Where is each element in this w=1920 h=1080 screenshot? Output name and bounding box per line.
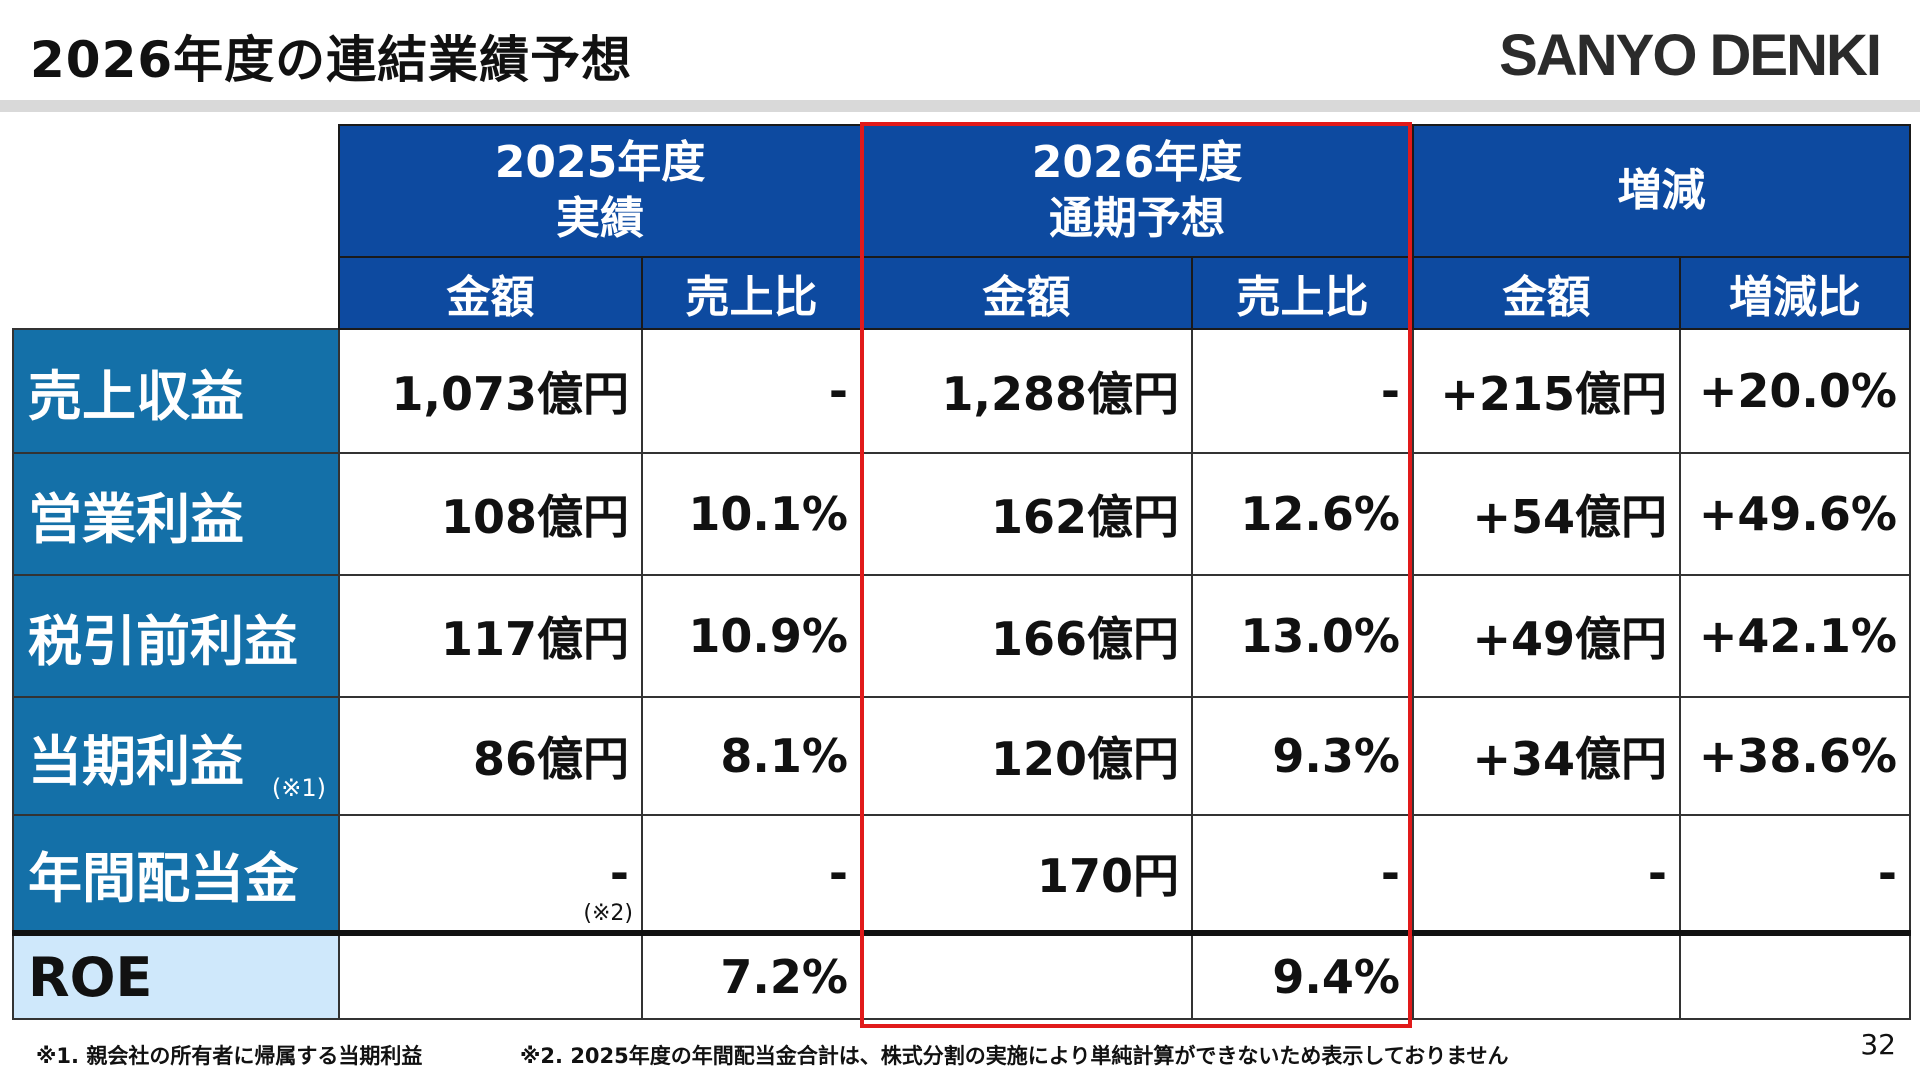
group-header-change: 増減 [1412,124,1911,258]
table-cell: 86億円 [338,696,643,816]
row-label: 営業利益 [12,452,340,576]
table-cell: +54億円 [1412,452,1681,576]
table-cell: 10.9% [641,574,862,698]
table-cell: 7.2% [641,930,862,1020]
table-cell [1679,930,1911,1020]
table-cell: 13.0% [1191,574,1414,698]
table-cell: 108億円 [338,452,643,576]
table-cell: 162億円 [860,452,1193,576]
table-row: 売上収益 1,073億円 - 1,288億円 - +215億円 +20.0% [12,328,1911,454]
table-row: 税引前利益 117億円 10.9% 166億円 13.0% +49億円 +42.… [12,574,1911,698]
table-cell [860,930,1193,1020]
table-cell-value: - [609,846,629,900]
row-label: 年間配当金 [12,814,340,934]
row-label-text: 当期利益 [28,729,244,793]
table-cell: 8.1% [641,696,862,816]
forecast-table-container: 2025年度 実績 2026年度 通期予想 増減 金額 売上比 金額 売上比 金… [12,124,1911,1020]
row-label-text: 税引前利益 [28,609,298,673]
table-corner [13,257,339,329]
page-number: 32 [1860,1028,1896,1061]
table-cell: +215億円 [1412,328,1681,454]
subheader-amount: 金額 [1412,256,1681,330]
table-cell: +34億円 [1412,696,1681,816]
table-row-roe: ROE 7.2% 9.4% [12,930,1911,1020]
cell-footnote-marker: (※2) [583,901,633,926]
table-cell: 120億円 [860,696,1193,816]
subheader-sales-ratio: 売上比 [641,256,862,330]
table-cell: 170円 [860,814,1193,934]
table-cell: 1,073億円 [338,328,643,454]
table-cell: +49.6% [1679,452,1911,576]
table-cell: - [1191,328,1414,454]
table-cell: - [1191,814,1414,934]
table-cell: 12.6% [1191,452,1414,576]
row-label-text: 営業利益 [28,487,244,551]
group-header-2026-forecast: 2026年度 通期予想 [860,124,1414,258]
table-cell: 9.4% [1191,930,1414,1020]
row-label-text: ROE [28,945,153,1009]
table-cell: +38.6% [1679,696,1911,816]
table-cell: +20.0% [1679,328,1911,454]
row-label: 当期利益 (※1) [12,696,340,816]
table-row: 当期利益 (※1) 86億円 8.1% 120億円 9.3% +34億円 +38… [12,696,1911,816]
footnote-1: ※1. 親会社の所有者に帰属する当期利益 [36,1044,423,1068]
table-cell: +42.1% [1679,574,1911,698]
subheader-change-ratio: 増減比 [1679,256,1911,330]
table-cell: 9.3% [1191,696,1414,816]
table-row: 営業利益 108億円 10.1% 162億円 12.6% +54億円 +49.6… [12,452,1911,576]
footnote-2: ※2. 2025年度の年間配当金合計は、株式分割の実施により単純計算ができないた… [520,1044,1509,1068]
company-logo: SANYO DENKI [1499,23,1882,88]
page-title: 2026年度の連結業績予想 [30,31,633,89]
row-label: ROE [12,930,340,1020]
title-divider [0,100,1920,112]
group-header-2025-actual: 2025年度 実績 [338,124,862,258]
table-cell: 166億円 [860,574,1193,698]
table-cell: - (※2) [338,814,643,934]
table-corner [13,125,339,257]
subheader-sales-ratio: 売上比 [1191,256,1414,330]
table-cell: - [641,814,862,934]
group-header-line1: 2026年度 [1031,137,1243,188]
group-header-line1: 増減 [1617,165,1706,216]
table-cell [338,930,643,1020]
table-cell: 117億円 [338,574,643,698]
table-cell [1412,930,1681,1020]
group-header-line2: 実績 [556,193,644,244]
table-row: 年間配当金 - (※2) - 170円 - - - [12,814,1911,934]
table-cell: 1,288億円 [860,328,1193,454]
row-label-text: 売上収益 [28,364,244,428]
table-cell: 10.1% [641,452,862,576]
subheader-amount: 金額 [338,256,643,330]
row-label: 税引前利益 [12,574,340,698]
subheader-amount: 金額 [860,256,1193,330]
row-label-text: 年間配当金 [28,846,298,910]
group-header-line2: 通期予想 [1049,193,1225,244]
group-header-line1: 2025年度 [494,137,706,188]
row-label-footnote-marker: (※1) [271,774,326,802]
row-label: 売上収益 [12,328,340,454]
table-cell: - [1412,814,1681,934]
forecast-table: 2025年度 実績 2026年度 通期予想 増減 金額 売上比 金額 売上比 金… [12,124,1911,1020]
table-cell: +49億円 [1412,574,1681,698]
table-cell: - [641,328,862,454]
table-cell: - [1679,814,1911,934]
